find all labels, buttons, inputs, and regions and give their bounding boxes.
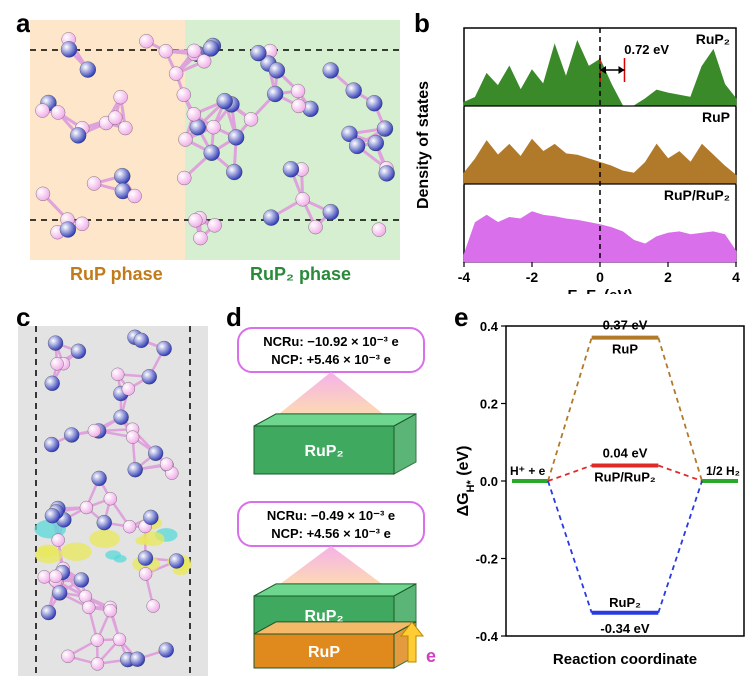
svg-text:RuP/RuP₂: RuP/RuP₂ [664, 187, 730, 203]
svg-text:NCRu: −0.49 × 10⁻³ e: NCRu: −0.49 × 10⁻³ e [267, 508, 395, 523]
panel-a-left-label: RuP phase [70, 264, 163, 285]
svg-text:0: 0 [596, 269, 604, 285]
svg-text:0.37 eV: 0.37 eV [603, 318, 648, 333]
svg-text:H⁺ + e: H⁺ + e [510, 464, 546, 478]
svg-text:0.04 eV: 0.04 eV [603, 446, 648, 461]
svg-text:1/2 H₂: 1/2 H₂ [706, 464, 740, 478]
svg-text:0.72 eV: 0.72 eV [624, 42, 669, 57]
svg-text:2: 2 [664, 269, 672, 285]
svg-text:Density of states: Density of states [415, 81, 432, 209]
svg-text:0.4: 0.4 [480, 319, 499, 334]
svg-text:RuP: RuP [308, 644, 340, 661]
svg-text:-0.4: -0.4 [476, 629, 499, 644]
svg-text:0.0: 0.0 [480, 474, 498, 489]
svg-text:RuP₂: RuP₂ [304, 443, 343, 460]
panel-c [18, 326, 208, 676]
svg-text:0.2: 0.2 [480, 397, 498, 412]
svg-text:ΔGH* (eV): ΔGH* (eV) [455, 446, 477, 517]
svg-text:e: e [426, 646, 436, 666]
svg-text:RuP: RuP [612, 342, 638, 357]
svg-text:Reaction coordinate: Reaction coordinate [553, 651, 697, 668]
svg-text:-2: -2 [526, 269, 539, 285]
panel-b: Density of states RuP₂ RuP RuP/RuP₂ 0.72 eV -… [414, 14, 744, 294]
svg-text:E−Ef (eV): E−Ef (eV) [568, 287, 633, 294]
svg-text:RuP/RuP₂: RuP/RuP₂ [594, 470, 656, 485]
panel-d: NCRu: −10.92 × 10⁻³ e NCP: +5.46 × 10⁻³ e… [226, 326, 436, 676]
svg-text:RuP: RuP [702, 109, 730, 125]
label-a: a [16, 8, 30, 39]
svg-text:-0.2: -0.2 [476, 552, 498, 567]
svg-text:NCRu: −10.92 × 10⁻³ e: NCRu: −10.92 × 10⁻³ e [263, 334, 398, 349]
svg-text:RuP₂: RuP₂ [609, 595, 641, 610]
svg-text:-0.34 eV: -0.34 eV [600, 621, 649, 636]
svg-text:RuP₂: RuP₂ [696, 31, 730, 47]
svg-text:NCP: +4.56 × 10⁻³ e: NCP: +4.56 × 10⁻³ e [271, 526, 391, 541]
svg-text:NCP: +5.46 × 10⁻³ e: NCP: +5.46 × 10⁻³ e [271, 352, 391, 367]
panel-e: -0.4 -0.2 0.0 0.2 0.4 ΔGH* (eV) Reaction coord… [454, 316, 750, 676]
panel-a-right-label: RuP₂ phase [250, 264, 351, 285]
panel-a: RuP phase RuP₂ phase [30, 20, 400, 260]
svg-text:-4: -4 [458, 269, 471, 285]
svg-text:4: 4 [732, 269, 740, 285]
